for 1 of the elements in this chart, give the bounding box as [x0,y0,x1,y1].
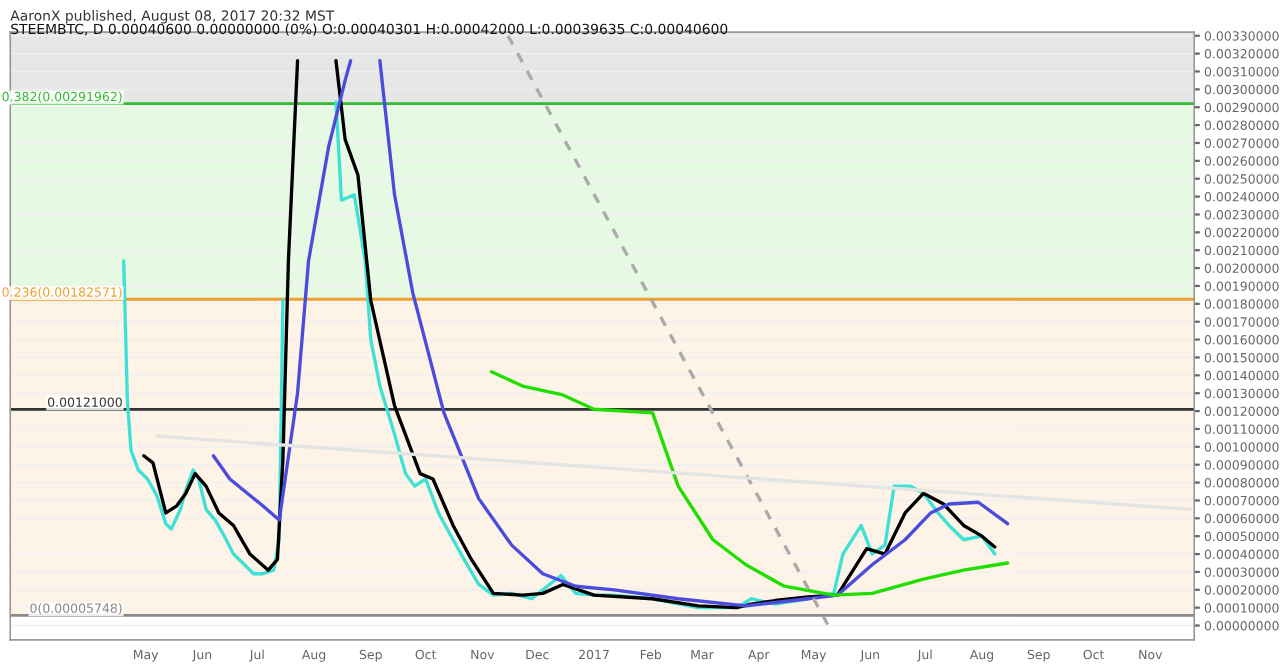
line-series [489,370,1010,597]
